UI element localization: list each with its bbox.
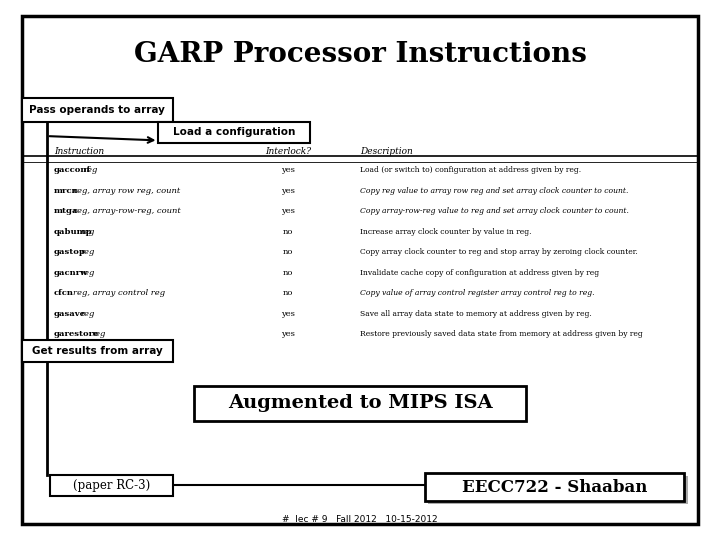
Text: Interlock?: Interlock? [265, 147, 311, 156]
FancyBboxPatch shape [22, 16, 698, 524]
Text: reg: reg [80, 269, 94, 276]
Text: reg: reg [84, 166, 98, 174]
Text: GARP Processor Instructions: GARP Processor Instructions [134, 40, 586, 68]
Text: Pass operands to array: Pass operands to array [30, 105, 165, 115]
Text: Copy value of array control register array control reg to reg.: Copy value of array control register arr… [360, 289, 595, 297]
Text: gacnrw: gacnrw [54, 269, 89, 276]
FancyBboxPatch shape [158, 122, 310, 143]
FancyBboxPatch shape [22, 98, 173, 122]
Text: reg: reg [91, 330, 106, 338]
Text: cfcn: cfcn [54, 289, 74, 297]
Text: yes: yes [281, 310, 295, 318]
Text: Copy array clock counter to reg and stop array by zeroing clock counter.: Copy array clock counter to reg and stop… [360, 248, 638, 256]
FancyBboxPatch shape [428, 476, 688, 504]
Text: reg, array control reg: reg, array control reg [73, 289, 165, 297]
Text: Get results from array: Get results from array [32, 346, 163, 356]
Text: yes: yes [281, 330, 295, 338]
Text: Augmented to MIPS ISA: Augmented to MIPS ISA [228, 394, 492, 413]
Text: garestore: garestore [54, 330, 99, 338]
Text: Copy reg value to array row reg and set array clock counter to count.: Copy reg value to array row reg and set … [360, 187, 629, 194]
Text: reg: reg [80, 248, 94, 256]
Text: mtga: mtga [54, 207, 78, 215]
Text: gasave: gasave [54, 310, 86, 318]
Text: no: no [283, 269, 293, 276]
Text: Load a configuration: Load a configuration [173, 127, 295, 137]
Text: gacconf: gacconf [54, 166, 91, 174]
Text: Instruction: Instruction [54, 147, 104, 156]
Text: Description: Description [360, 147, 413, 156]
Text: qabump: qabump [54, 228, 93, 235]
Text: yes: yes [281, 187, 295, 194]
FancyBboxPatch shape [22, 340, 173, 362]
Text: reg: reg [80, 310, 94, 318]
Text: Copy array-row-reg value to reg and set array clock counter to count.: Copy array-row-reg value to reg and set … [360, 207, 629, 215]
FancyBboxPatch shape [50, 475, 173, 496]
Text: mrcn: mrcn [54, 187, 78, 194]
Text: #  lec # 9   Fall 2012   10-15-2012: # lec # 9 Fall 2012 10-15-2012 [282, 515, 438, 524]
FancyBboxPatch shape [425, 473, 684, 501]
Text: reg, array-row-reg, count: reg, array-row-reg, count [73, 207, 180, 215]
Text: no: no [283, 289, 293, 297]
Text: Invalidate cache copy of configuration at address given by reg: Invalidate cache copy of configuration a… [360, 269, 599, 276]
Text: Load (or switch to) configuration at address given by reg.: Load (or switch to) configuration at add… [360, 166, 581, 174]
Text: Save all array data state to memory at address given by reg.: Save all array data state to memory at a… [360, 310, 592, 318]
Text: Increase array clock counter by value in reg.: Increase array clock counter by value in… [360, 228, 531, 235]
Text: (paper RC-3): (paper RC-3) [73, 479, 150, 492]
Text: yes: yes [281, 207, 295, 215]
FancyBboxPatch shape [194, 386, 526, 421]
Text: EECC722 - Shaaban: EECC722 - Shaaban [462, 478, 647, 496]
Text: reg, array row reg, count: reg, array row reg, count [73, 187, 180, 194]
Text: yes: yes [281, 166, 295, 174]
Text: Restore previously saved data state from memory at address given by reg: Restore previously saved data state from… [360, 330, 643, 338]
Text: no: no [283, 248, 293, 256]
Text: no: no [283, 228, 293, 235]
Text: reg: reg [80, 228, 94, 235]
Text: gastop: gastop [54, 248, 86, 256]
